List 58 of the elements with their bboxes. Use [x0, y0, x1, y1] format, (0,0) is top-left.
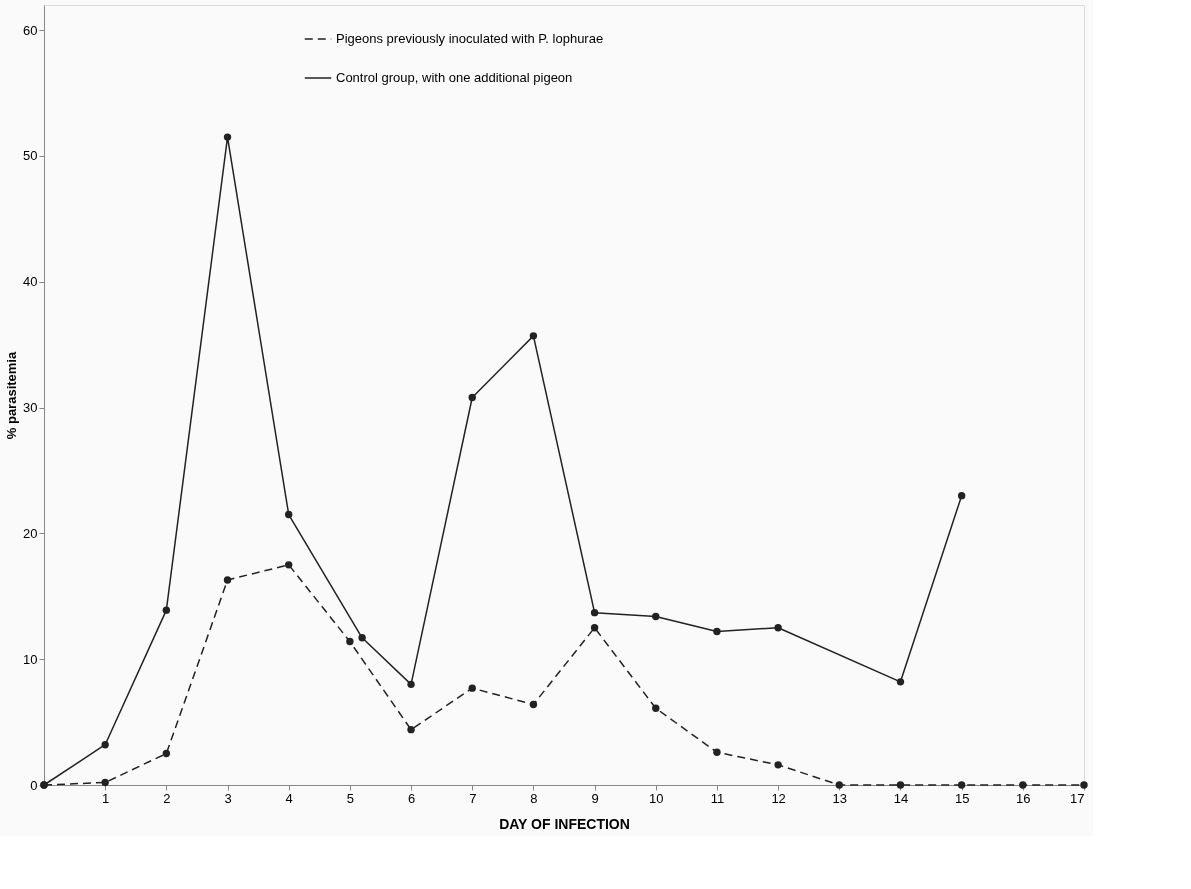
- point: [1019, 781, 1027, 789]
- y-axis-title: % parasitemia: [4, 351, 20, 440]
- point: [223, 133, 232, 141]
- x-tick-label: 3: [224, 790, 232, 806]
- point: [529, 700, 538, 709]
- point: [774, 761, 782, 769]
- x-tick-label: 13: [832, 790, 848, 806]
- y-tick-label: 50: [23, 148, 38, 164]
- y-tick-label: 30: [23, 400, 38, 416]
- point: [590, 608, 599, 617]
- x-tick-label: 15: [954, 790, 970, 806]
- x-tick-label: 14: [893, 790, 909, 806]
- y-tick-label: 20: [23, 525, 38, 541]
- x-tick-label: 8: [530, 790, 538, 806]
- point: [223, 576, 232, 584]
- y-tick-label: 40: [23, 274, 38, 290]
- point: [468, 684, 476, 692]
- point: [713, 748, 721, 756]
- point: [896, 678, 905, 686]
- y-tick-label: 10: [23, 651, 38, 667]
- point: [358, 634, 366, 642]
- point: [407, 680, 415, 689]
- x-tick-label: 6: [407, 790, 416, 806]
- point: [162, 606, 171, 614]
- point: [590, 624, 599, 632]
- point: [896, 781, 905, 789]
- x-tick-label: 12: [771, 790, 786, 806]
- point: [835, 781, 843, 789]
- x-tick-label: 1: [102, 790, 110, 806]
- x-tick-label: 16: [1016, 790, 1031, 806]
- x-tick-label: 2: [163, 790, 171, 806]
- x-tick-label: 17: [1070, 790, 1085, 806]
- x-tick-label: 9: [591, 790, 599, 806]
- x-tick-label: 10: [649, 790, 664, 806]
- point: [407, 725, 415, 734]
- x-tick-label: 7: [469, 790, 477, 806]
- point: [713, 627, 721, 636]
- point: [652, 612, 660, 621]
- x-tick-label: 11: [710, 790, 725, 806]
- point: [652, 704, 660, 712]
- point: [162, 749, 171, 758]
- y-tick-label: 0: [30, 777, 38, 793]
- point: [285, 510, 293, 519]
- point: [529, 332, 538, 340]
- x-axis-title: DAY OF INFECTION: [499, 815, 630, 832]
- point: [101, 741, 109, 749]
- point: [957, 781, 966, 789]
- x-tick-label: 4: [285, 790, 293, 806]
- x-tick-label: 5: [346, 790, 354, 806]
- legend-label: Pigeons previously inoculated with P. lophurae: [336, 31, 604, 46]
- point: [346, 637, 354, 646]
- point: [101, 778, 109, 787]
- point: [285, 561, 293, 569]
- legend-label: Control group, with one additional pigeon: [336, 70, 573, 85]
- point: [774, 624, 782, 632]
- point: [957, 491, 966, 500]
- y-tick-label: 60: [23, 22, 38, 38]
- point: [468, 393, 476, 402]
